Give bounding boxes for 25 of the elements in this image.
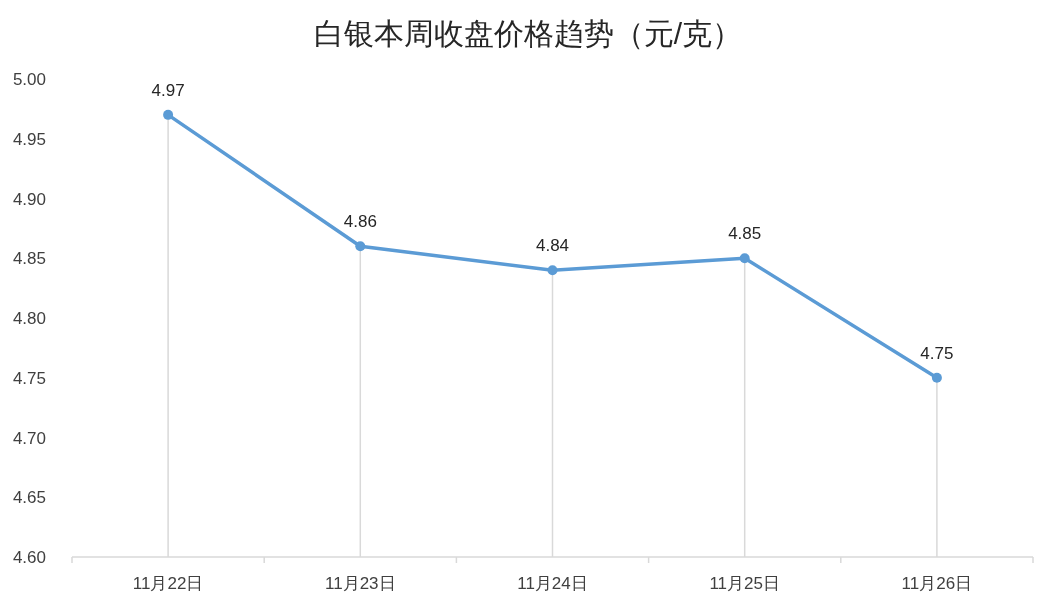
data-label: 4.86	[343, 212, 377, 232]
point	[163, 109, 174, 120]
y-tick-label: 4.85	[12, 249, 46, 269]
x-tick-label: 11月25日	[709, 574, 780, 593]
y-tick-label: 4.95	[12, 129, 46, 149]
x-tick-label: 11月23日	[325, 574, 396, 593]
point	[931, 372, 942, 383]
y-tick-label: 4.75	[12, 368, 46, 388]
y-tick-label: 4.60	[12, 548, 46, 567]
data-label: 4.97	[151, 80, 185, 100]
x-tick-label: 11月24日	[517, 574, 588, 593]
y-tick-label: 4.65	[12, 488, 46, 508]
data-label: 4.84	[535, 236, 570, 256]
y-tick-label: 5.00	[12, 70, 46, 89]
data-label: 4.75	[920, 343, 954, 363]
chart-title: 白银本周收盘价格趋势（元/克）	[313, 17, 743, 50]
x-tick-label: 11月22日	[132, 574, 204, 593]
point	[355, 241, 366, 252]
data-label: 4.85	[728, 224, 762, 244]
y-tick-label: 4.70	[12, 428, 46, 448]
y-tick-label: 4.80	[12, 309, 46, 328]
x-tick-label: 11月26日	[901, 574, 973, 593]
y-tick-label: 4.90	[12, 189, 46, 209]
point	[547, 265, 558, 276]
point	[739, 253, 750, 264]
